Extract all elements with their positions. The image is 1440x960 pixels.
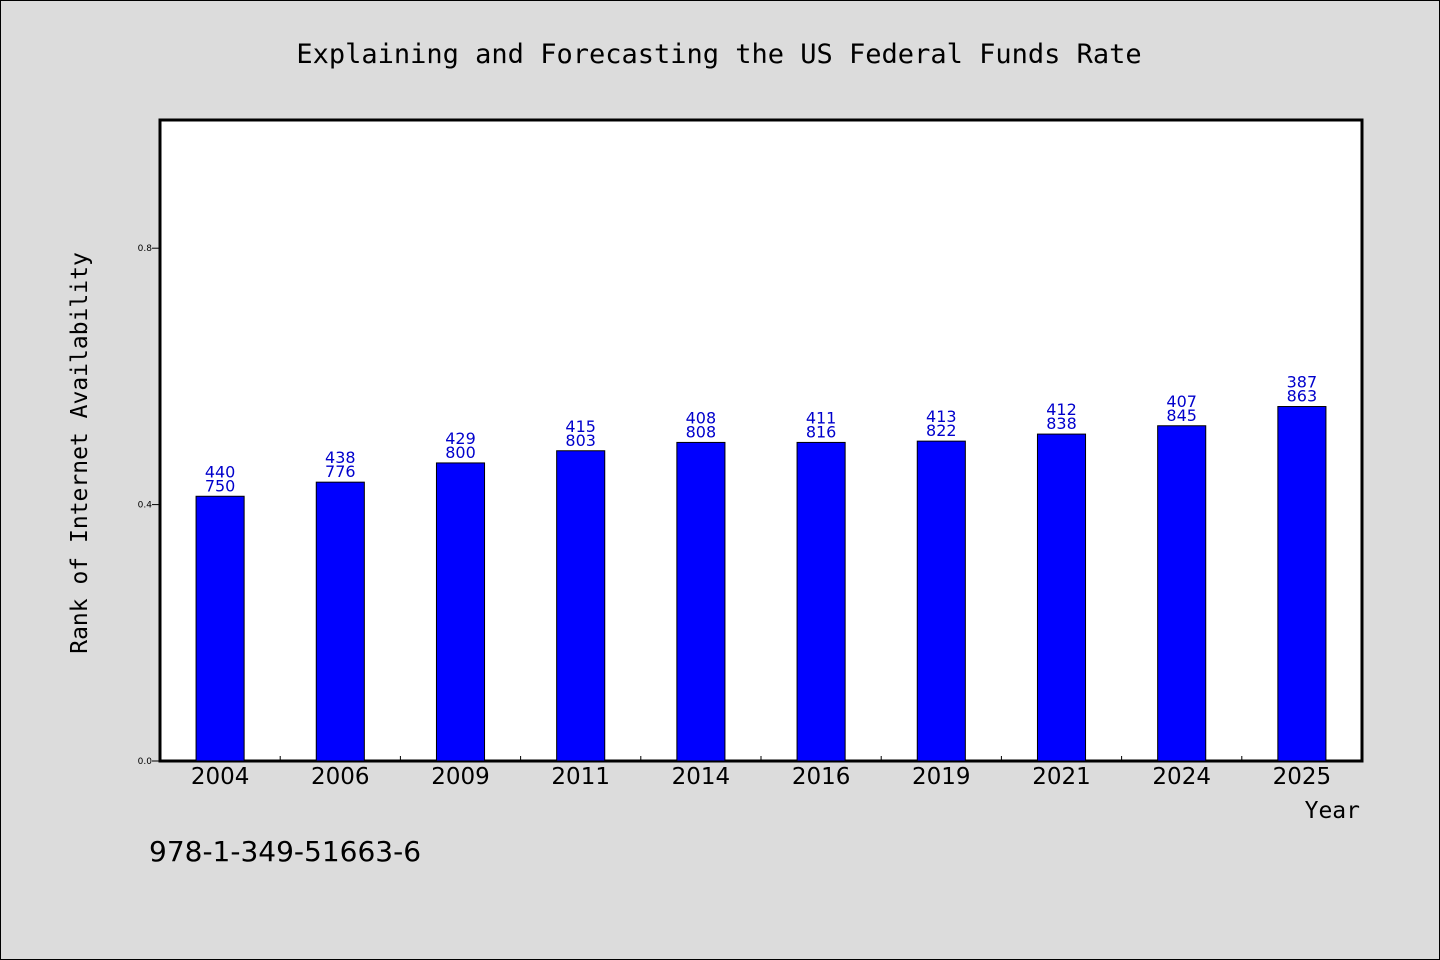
data-label-2019-2: 822 (926, 421, 957, 440)
data-label-2014-2: 808 (686, 422, 717, 441)
x-tick-label-2016: 2016 (792, 764, 851, 790)
data-label-2011-2: 803 (565, 431, 596, 450)
data-label-2025-1: 387 (1287, 373, 1318, 392)
x-tick-label-2019: 2019 (912, 764, 971, 790)
x-tick-label-2006: 2006 (311, 764, 370, 790)
bar-2011 (556, 450, 606, 762)
data-label-2014-1: 408 (686, 408, 717, 427)
bar-2025 (1277, 406, 1327, 762)
data-label-2024-2: 845 (1166, 406, 1197, 425)
data-label-2009-1: 429 (445, 429, 476, 448)
bar-2016 (796, 441, 846, 762)
data-label-2021-1: 412 (1046, 400, 1077, 419)
x-tick-label-2011: 2011 (551, 764, 610, 790)
data-label-2021-2: 838 (1046, 414, 1077, 433)
bars-layer (195, 406, 1327, 762)
data-labels-layer: 4407504387764298004158034088084118164138… (205, 373, 1317, 496)
bar-2021 (1036, 433, 1087, 762)
x-tick-label-2004: 2004 (191, 764, 250, 790)
y-tick-label-0.4: 0.4 (138, 501, 153, 511)
data-label-2004-2: 750 (205, 476, 236, 495)
y-tick-label-0.8: 0.8 (138, 244, 153, 254)
x-axis: 2004 2006 2009 2011 2014 2016 2019 2021 2024 2025 (191, 756, 1331, 790)
x-tick-label-2025: 2025 (1273, 764, 1332, 790)
bar-2014 (676, 441, 726, 762)
data-label-2025-2: 863 (1287, 387, 1318, 406)
bar-2009 (435, 462, 486, 762)
bar-2019 (916, 440, 966, 762)
x-axis-label: Year (1305, 798, 1360, 824)
x-tick-label-2021: 2021 (1032, 764, 1091, 790)
bar-2024 (1157, 425, 1207, 762)
x-tick-label-2024: 2024 (1152, 764, 1211, 790)
x-tick-label-2009: 2009 (431, 764, 490, 790)
data-label-2024-1: 407 (1166, 392, 1197, 411)
y-tick-label-0.0: 0.0 (138, 757, 153, 767)
x-tick-label-2014: 2014 (672, 764, 731, 790)
data-label-2009-2: 800 (445, 443, 476, 462)
y-axis: 0.0 0.4 0.8 (138, 244, 160, 767)
data-label-2016-2: 816 (806, 422, 837, 441)
chart-title: Explaining and Forecasting the US Federa… (296, 39, 1141, 70)
y-axis-label: Rank of Internet Availability (67, 252, 93, 654)
data-label-2016-1: 411 (806, 408, 837, 427)
data-label-2004-1: 440 (205, 462, 236, 481)
data-label-2006-1: 438 (325, 448, 356, 467)
bar-2006 (315, 481, 365, 762)
bar-2004 (195, 495, 245, 762)
data-label-2011-1: 415 (565, 417, 596, 436)
isbn-code: 978-1-349-51663-6 (149, 835, 422, 868)
data-label-2019-1: 413 (926, 407, 957, 426)
data-label-2006-2: 776 (325, 462, 356, 481)
